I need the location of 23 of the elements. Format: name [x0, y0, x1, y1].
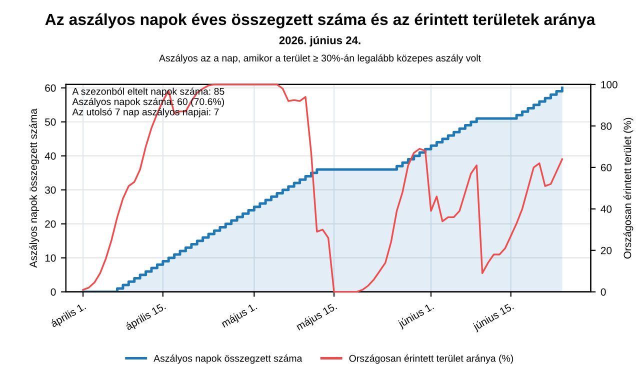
legend-label: Aszályos napok összegzett száma: [154, 354, 302, 364]
y2-tick-label: 100: [601, 80, 618, 88]
chart-subtitle: 2026. június 24.: [279, 36, 360, 46]
y2-tick-label: 80: [600, 122, 612, 130]
y-tick-label: 0: [50, 288, 56, 296]
y-tick-label: 30: [45, 186, 56, 194]
y-tick-label: 10: [45, 254, 56, 262]
y2-tick-label: 0: [600, 288, 606, 296]
legend-label: Országosan érintett terület aránya (%): [349, 354, 514, 364]
x-tick-label: április 1.: [50, 302, 88, 330]
y2-axis-title: Országosan érintett terület (%): [623, 118, 634, 259]
y-tick-label: 40: [44, 152, 56, 160]
x-tick-label: április 15.: [124, 302, 167, 332]
y-axis-title: Aszályos napok összegzett száma: [29, 108, 40, 268]
y-tick-label: 50: [45, 118, 56, 126]
y2-tick-label: 20: [600, 246, 612, 254]
text: Aszályos az a nap, amikor a terület ≥ 30%-án legalább közepes aszály volt: [159, 54, 481, 64]
x-tick-label: május 1.: [220, 302, 258, 330]
y2-tick-label: 40: [600, 205, 612, 213]
y2-tick-label: 60: [600, 164, 612, 172]
y-tick-label: 20: [45, 220, 56, 228]
chart-title: Az aszályos napok éves összegzett száma és az érintett területek aránya: [45, 13, 596, 28]
y-tick-label: 60: [45, 84, 56, 92]
